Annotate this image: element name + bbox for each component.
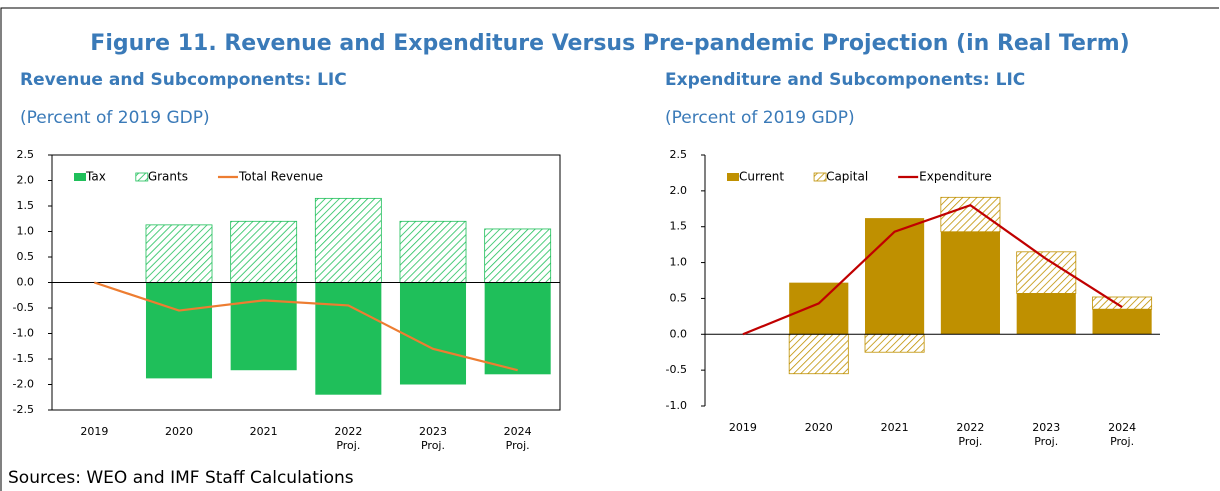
legend-swatch xyxy=(727,173,739,181)
y-tick-label: -2.5 xyxy=(13,403,34,416)
x-tick-label: 2020 xyxy=(805,421,833,434)
chart-subtitle: (Percent of 2019 GDP) xyxy=(20,108,210,128)
y-tick-label: 0.0 xyxy=(670,327,688,340)
bar xyxy=(315,282,382,395)
y-tick-label: 1.0 xyxy=(17,225,35,238)
y-tick-label: 1.5 xyxy=(670,220,688,233)
y-tick-label: -2.0 xyxy=(13,378,34,391)
x-tick-label: 2020 xyxy=(165,425,193,438)
bar xyxy=(484,228,552,283)
legend-label: Expenditure xyxy=(919,170,992,184)
x-tick-label: 2024 Proj. xyxy=(1108,421,1136,448)
bar xyxy=(940,231,1000,335)
legend-label: Tax xyxy=(85,170,106,184)
y-tick-label: 0.5 xyxy=(670,291,688,304)
legend-label: Current xyxy=(739,170,784,184)
x-tick-label: 2021 xyxy=(250,425,278,438)
x-tick-label: 2023 Proj. xyxy=(419,425,447,452)
legend-swatch xyxy=(74,173,86,181)
chart-title: Expenditure and Subcomponents: LIC xyxy=(665,70,1025,90)
bar xyxy=(484,282,551,375)
x-tick-label: 2022 Proj. xyxy=(334,425,362,452)
legend-label: Grants xyxy=(148,170,188,184)
legend-swatch xyxy=(135,172,149,182)
bar xyxy=(145,224,213,283)
y-tick-label: 1.5 xyxy=(17,199,35,212)
bar xyxy=(1092,296,1153,310)
y-tick-label: 1.0 xyxy=(670,256,688,269)
x-tick-label: 2023 Proj. xyxy=(1032,421,1060,448)
bar xyxy=(399,282,467,385)
y-tick-label: 2.5 xyxy=(670,148,688,161)
y-tick-label: -1.0 xyxy=(13,327,34,340)
x-tick-label: 2019 xyxy=(80,425,108,438)
figure-title: Figure 11. Revenue and Expenditure Versu… xyxy=(90,31,1129,56)
bar xyxy=(1016,293,1076,335)
legend-label: Total Revenue xyxy=(238,170,323,184)
bar xyxy=(940,196,1001,233)
figure-border xyxy=(0,7,1219,491)
bar xyxy=(230,220,298,283)
bar xyxy=(865,218,925,335)
y-tick-label: -1.0 xyxy=(666,399,687,412)
x-tick-label: 2024 Proj. xyxy=(504,425,532,452)
chart-subtitle: (Percent of 2019 GDP) xyxy=(665,108,855,128)
y-tick-label: -1.5 xyxy=(13,352,34,365)
legend-label: Capital xyxy=(826,170,868,184)
source: Sources: WEO and IMF Staff Calculations xyxy=(8,468,354,488)
bar xyxy=(789,282,849,335)
legend-swatch xyxy=(813,172,827,182)
y-tick-label: -0.5 xyxy=(666,363,687,376)
chart-title: Revenue and Subcomponents: LIC xyxy=(20,70,347,90)
bar xyxy=(399,220,467,283)
bar xyxy=(314,197,382,283)
bar xyxy=(788,333,849,375)
x-tick-label: 2022 Proj. xyxy=(956,421,984,448)
bar xyxy=(145,282,213,379)
y-tick-label: -0.5 xyxy=(13,301,34,314)
x-tick-label: 2019 xyxy=(729,421,757,434)
x-tick-label: 2021 xyxy=(881,421,909,434)
y-tick-label: 0.5 xyxy=(17,250,35,263)
y-tick-label: 0.0 xyxy=(17,276,35,289)
bar xyxy=(1092,309,1152,335)
y-tick-label: 2.5 xyxy=(17,148,35,161)
bar xyxy=(230,282,297,371)
bar xyxy=(864,333,925,353)
y-tick-label: 2.0 xyxy=(670,184,688,197)
line xyxy=(742,203,1123,336)
y-tick-label: 2.0 xyxy=(17,174,35,187)
line xyxy=(93,281,518,372)
